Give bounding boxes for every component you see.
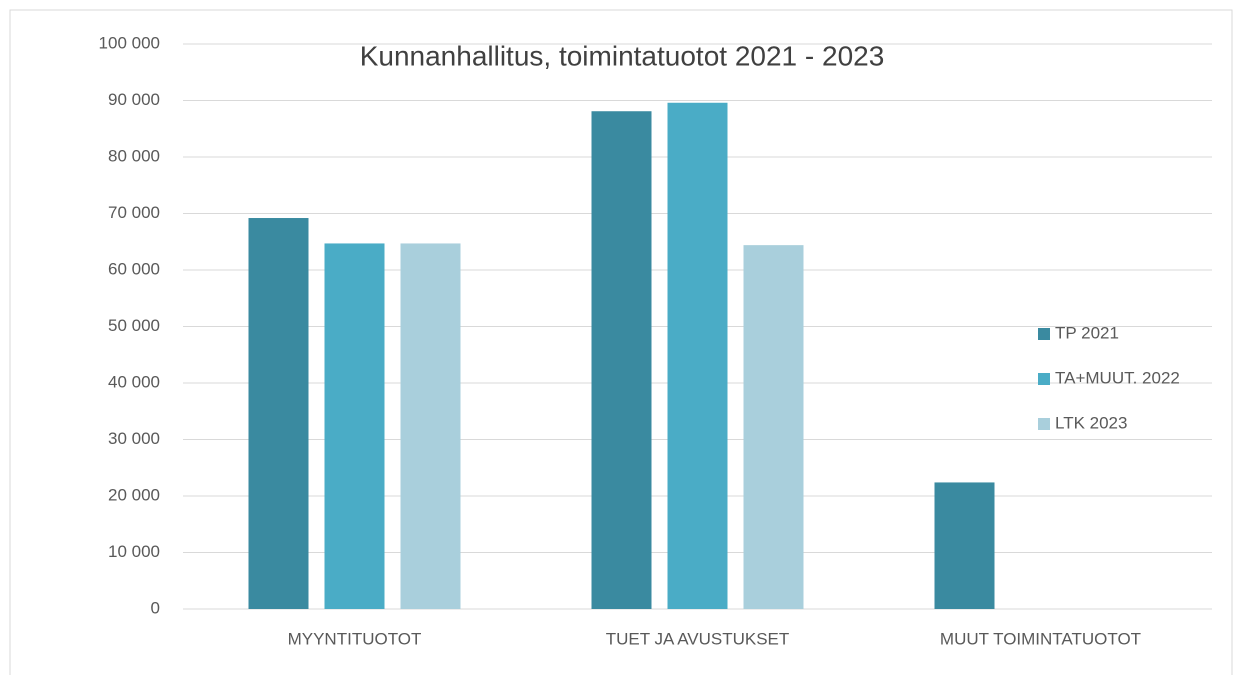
legend-swatch [1038,328,1050,340]
y-tick-label: 10 000 [108,542,160,561]
legend-swatch [1038,373,1050,385]
y-tick-label: 0 [151,598,160,617]
bar [591,111,652,610]
y-tick-label: 80 000 [108,146,160,165]
x-tick-label: MYYNTITUOTOT [288,629,422,648]
y-tick-label: 40 000 [108,372,160,391]
legend-label: TP 2021 [1055,323,1119,342]
y-tick-label: 50 000 [108,316,160,335]
bar [934,482,995,609]
legend-label: TA+MUUT. 2022 [1055,368,1180,387]
bar [400,243,461,609]
x-tick-label: MUUT TOIMINTATUOTOT [940,629,1141,648]
y-tick-label: 100 000 [99,33,160,52]
y-tick-label: 20 000 [108,485,160,504]
y-tick-label: 60 000 [108,259,160,278]
legend-label: LTK 2023 [1055,413,1127,432]
x-tick-label: TUET JA AVUSTUKSET [606,629,790,648]
y-tick-label: 70 000 [108,203,160,222]
bar [248,218,309,609]
bar [324,243,385,609]
legend-swatch [1038,418,1050,430]
chart-title: Kunnanhallitus, toimintatuotot 2021 - 20… [360,40,885,71]
bar [667,102,728,609]
y-tick-label: 30 000 [108,429,160,448]
bar [743,245,804,609]
y-tick-label: 90 000 [108,90,160,109]
